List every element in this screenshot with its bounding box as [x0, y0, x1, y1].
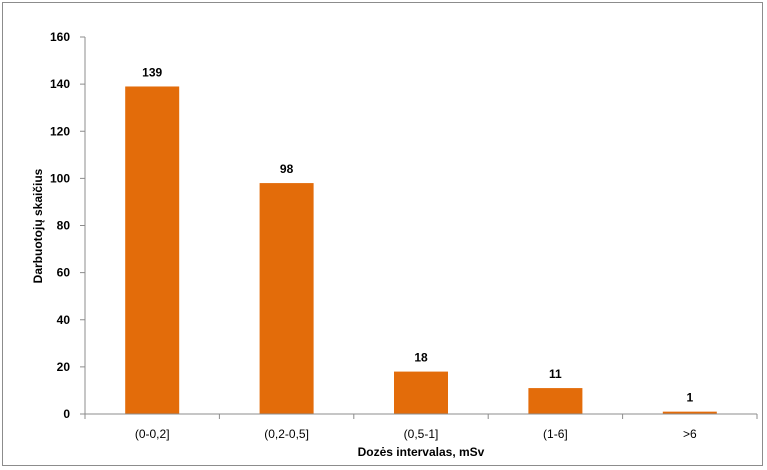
- bar-value-label: 139: [142, 65, 162, 79]
- x-category-label: (0,5-1]: [404, 427, 439, 441]
- y-tick-label: 80: [57, 219, 71, 233]
- bar-value-label: 11: [549, 367, 562, 381]
- y-tick-label: 40: [57, 313, 71, 327]
- x-category-label: (0-0,2]: [135, 427, 170, 441]
- x-axis-ticks: (0-0,2] (0,2-0,5] (0,5-1] (1-6] >6: [84, 414, 758, 441]
- bar: [125, 86, 180, 414]
- y-tick-label: 0: [63, 407, 70, 421]
- bar-value-label: 18: [414, 351, 428, 365]
- y-tick-label: 100: [50, 171, 70, 185]
- y-tick-label: 60: [57, 266, 71, 280]
- x-category-label: (1-6]: [543, 427, 568, 441]
- y-tick-label: 140: [50, 77, 70, 91]
- x-category-label: >6: [683, 427, 697, 441]
- x-axis-title: Dozės intervalas, mSv: [358, 445, 485, 459]
- y-axis-title: Darbuotojų skaičius: [31, 168, 45, 283]
- y-axis-ticks: 0 20 40 60 80 100 120 140 160: [50, 30, 85, 421]
- bar-value-label: 1: [686, 391, 693, 405]
- bar: [662, 411, 717, 414]
- x-category-label: (0,2-0,5]: [264, 427, 309, 441]
- y-tick-label: 160: [50, 30, 70, 44]
- y-tick-label: 20: [57, 360, 71, 374]
- bar: [394, 371, 448, 414]
- y-tick-label: 120: [50, 124, 70, 138]
- bar-value-label: 98: [280, 162, 294, 176]
- bar: [259, 183, 314, 414]
- bar: [528, 388, 583, 414]
